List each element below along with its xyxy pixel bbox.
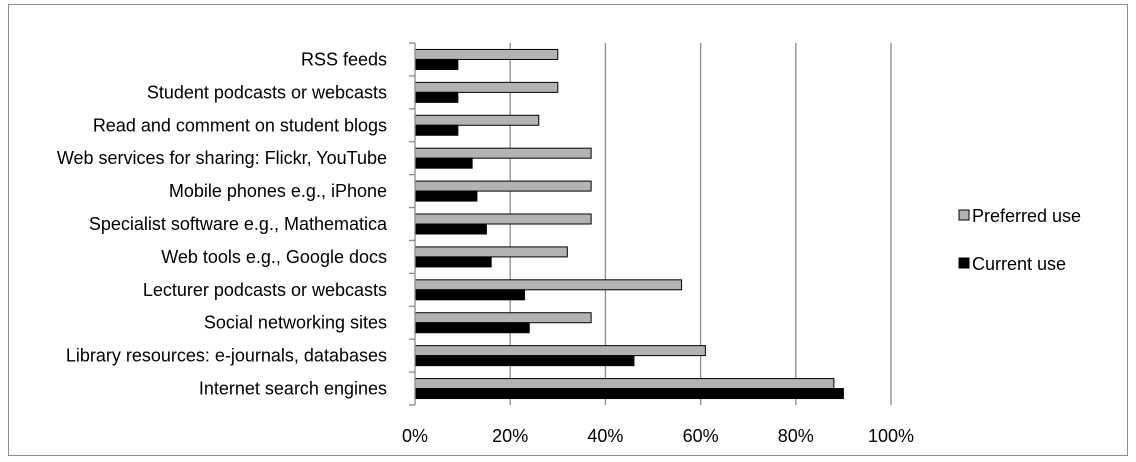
bar-preferred <box>414 312 592 324</box>
category-label: Library resources: e-journals, databases <box>66 346 387 366</box>
bar-current <box>414 124 459 136</box>
bar-current <box>414 388 844 400</box>
category-label: Web tools e.g., Google docs <box>161 247 387 267</box>
category-label: Specialist software e.g., Mathematica <box>89 214 388 234</box>
bar-current <box>414 322 530 334</box>
bar-preferred <box>414 378 835 390</box>
bar-preferred <box>414 213 592 225</box>
bar-current <box>414 223 487 235</box>
axes <box>409 42 416 406</box>
bar-preferred <box>414 279 683 291</box>
x-tick-label: 60% <box>683 426 719 446</box>
x-tick-label: 100% <box>868 426 914 446</box>
bar-current <box>414 289 525 301</box>
bar-current <box>414 190 478 202</box>
category-label: RSS feeds <box>301 49 387 69</box>
bar-current <box>414 256 492 268</box>
bar-preferred <box>414 345 706 357</box>
category-label: Social networking sites <box>204 313 387 333</box>
x-tick-labels: 0% 20% 40% 60% 80% 100% <box>402 426 914 446</box>
category-label: Lecturer podcasts or webcasts <box>143 280 387 300</box>
bar-preferred <box>414 114 540 126</box>
legend-label: Preferred use <box>972 206 1081 226</box>
category-labels: RSS feeds Student podcasts or webcasts Rea… <box>57 49 388 398</box>
bar-current <box>414 157 473 169</box>
category-label: Web services for sharing: Flickr, YouTub… <box>57 148 387 168</box>
bar-current <box>414 91 459 103</box>
x-tick-label: 0% <box>402 426 428 446</box>
bar-preferred <box>414 147 592 159</box>
x-tick-label: 20% <box>492 426 528 446</box>
gridlines <box>509 43 892 405</box>
bar-current <box>414 58 459 70</box>
bar-current <box>414 355 635 367</box>
legend-swatch <box>958 209 970 221</box>
category-label: Internet search engines <box>199 379 387 399</box>
category-label: Mobile phones e.g., iPhone <box>169 181 387 201</box>
bars <box>414 48 844 400</box>
legend-swatch <box>958 257 970 269</box>
legend: Preferred use Current use <box>958 206 1081 274</box>
bar-preferred <box>414 180 592 192</box>
x-tick-label: 40% <box>587 426 623 446</box>
category-label: Read and comment on student blogs <box>93 115 387 135</box>
category-label: Student podcasts or webcasts <box>147 82 387 102</box>
bar-preferred <box>414 48 559 60</box>
bar-preferred <box>414 246 568 258</box>
x-tick-label: 80% <box>778 426 814 446</box>
bar-preferred <box>414 81 559 93</box>
legend-label: Current use <box>972 254 1066 274</box>
